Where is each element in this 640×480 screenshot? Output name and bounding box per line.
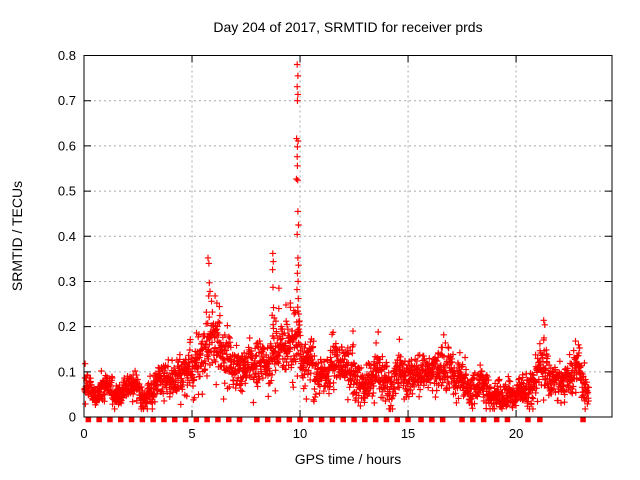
x-tick-label: 20 — [509, 426, 523, 441]
y-tick-label: 0.1 — [58, 364, 76, 379]
x-tick-label: 5 — [188, 426, 195, 441]
y-tick-label: 0.6 — [58, 138, 76, 153]
y-tick-label: 0.8 — [58, 48, 76, 63]
y-tick-label: 0.2 — [58, 319, 76, 334]
x-axis-label: GPS time / hours — [294, 451, 402, 467]
x-tick-label: 15 — [401, 426, 415, 441]
y-tick-label: 0.7 — [58, 93, 76, 108]
y-tick-label: 0 — [69, 410, 76, 425]
zero-value-square-markers — [85, 416, 586, 423]
y-tick-label: 0.3 — [58, 274, 76, 289]
x-tick-label: 0 — [80, 426, 87, 441]
y-axis-label: SRMTID / TECUs — [9, 180, 25, 292]
y-tick-label: 0.4 — [58, 229, 76, 244]
plot-border — [83, 55, 613, 418]
x-tick-label: 10 — [293, 426, 307, 441]
y-tick-label: 0.5 — [58, 184, 76, 199]
chart-title: Day 204 of 2017, SRMTID for receiver prd… — [213, 19, 483, 35]
grid-lines — [84, 55, 612, 417]
